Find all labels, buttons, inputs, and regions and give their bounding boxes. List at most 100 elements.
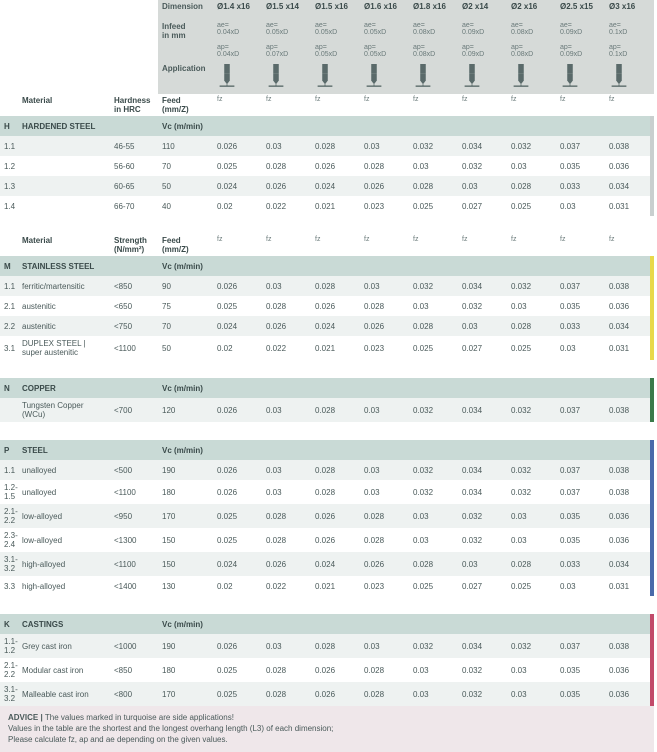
row-val-M-1-0: 0.025 <box>213 296 262 316</box>
row-vc-M-2: 70 <box>158 316 213 336</box>
row-val-M-3-4: 0.025 <box>409 336 458 360</box>
hdr-dim-2: Ø1.5 x16 <box>311 0 360 20</box>
row-val-M-2-5: 0.03 <box>458 316 507 336</box>
hdr-dim-3: Ø1.6 x16 <box>360 0 409 20</box>
row-num-H-3: 1.4 <box>0 196 18 216</box>
colhead-fz-6: fz <box>507 94 556 116</box>
row-strength-K-0: <1000 <box>110 634 158 658</box>
row-val-P-1-4: 0.032 <box>409 480 458 504</box>
row-val-M-2-1: 0.026 <box>262 316 311 336</box>
row-val-K-1-0: 0.025 <box>213 658 262 682</box>
hdr-dim-4: Ø1.8 x16 <box>409 0 458 20</box>
colhead-feed-1: Feed (mm/Z) <box>158 234 213 256</box>
colhead-fz-1-5: fz <box>458 234 507 256</box>
row-val-M-3-5: 0.027 <box>458 336 507 360</box>
row-val-P-3-7: 0.035 <box>556 528 605 552</box>
row-strength-H-3: 66-70 <box>110 196 158 216</box>
row-vc-P-0: 190 <box>158 460 213 480</box>
row-val-H-2-8: 0.034 <box>605 176 654 196</box>
row-val-H-0-7: 0.037 <box>556 136 605 156</box>
row-val-H-0-3: 0.03 <box>360 136 409 156</box>
row-vc-P-3: 150 <box>158 528 213 552</box>
colhead-material-1: Material <box>18 234 110 256</box>
hdr-ae-1: ae=0.05xD <box>262 20 311 42</box>
row-num-P-5: 3.3 <box>0 576 18 596</box>
row-val-K-2-3: 0.028 <box>360 682 409 706</box>
row-vc-N-0: 120 <box>158 398 213 422</box>
row-val-N-0-2: 0.028 <box>311 398 360 422</box>
row-val-P-5-6: 0.025 <box>507 576 556 596</box>
row-mat-K-0: Grey cast iron <box>18 634 110 658</box>
row-val-K-2-0: 0.025 <box>213 682 262 706</box>
row-val-P-5-7: 0.03 <box>556 576 605 596</box>
colhead-fz-5: fz <box>458 94 507 116</box>
hdr-dim-7: Ø2.5 x15 <box>556 0 605 20</box>
row-val-K-1-7: 0.035 <box>556 658 605 682</box>
row-val-P-3-6: 0.03 <box>507 528 556 552</box>
group-vc-H: Vc (m/min) <box>158 116 213 136</box>
row-val-P-2-2: 0.026 <box>311 504 360 528</box>
row-val-P-3-5: 0.032 <box>458 528 507 552</box>
row-strength-H-1: 56-60 <box>110 156 158 176</box>
row-vc-H-3: 40 <box>158 196 213 216</box>
hdr-dimension: Dimension <box>158 0 213 20</box>
colhead-fz-1-6: fz <box>507 234 556 256</box>
row-mat-K-1: Modular cast iron <box>18 658 110 682</box>
row-val-K-1-1: 0.028 <box>262 658 311 682</box>
row-val-H-0-6: 0.032 <box>507 136 556 156</box>
row-val-M-2-8: 0.034 <box>605 316 654 336</box>
row-val-H-1-1: 0.028 <box>262 156 311 176</box>
row-num-H-1: 1.2 <box>0 156 18 176</box>
hdr-appicon-1 <box>262 62 311 94</box>
row-val-M-1-6: 0.03 <box>507 296 556 316</box>
row-val-N-0-8: 0.038 <box>605 398 654 422</box>
hdr-ap-5: ap=0.09xD <box>458 42 507 62</box>
row-num-K-2: 3.1-3.2 <box>0 682 18 706</box>
row-val-H-0-1: 0.03 <box>262 136 311 156</box>
hdr-appicon-8 <box>605 62 654 94</box>
row-val-P-0-6: 0.032 <box>507 460 556 480</box>
hdr-ae-5: ae=0.09xD <box>458 20 507 42</box>
row-val-P-3-1: 0.028 <box>262 528 311 552</box>
cutting-data-table: DimensionØ1.4 x16Ø1.5 x14Ø1.5 x16Ø1.6 x1… <box>0 0 657 752</box>
row-val-H-3-7: 0.03 <box>556 196 605 216</box>
row-vc-H-2: 50 <box>158 176 213 196</box>
row-val-N-0-0: 0.026 <box>213 398 262 422</box>
row-strength-M-2: <750 <box>110 316 158 336</box>
row-val-P-2-1: 0.028 <box>262 504 311 528</box>
hdr-ae-4: ae=0.08xD <box>409 20 458 42</box>
row-num-P-1: 1.2-1.5 <box>0 480 18 504</box>
row-strength-M-3: <1100 <box>110 336 158 360</box>
row-val-K-0-7: 0.037 <box>556 634 605 658</box>
row-val-P-3-8: 0.036 <box>605 528 654 552</box>
row-val-M-1-2: 0.026 <box>311 296 360 316</box>
row-num-M-1: 2.1 <box>0 296 18 316</box>
row-val-M-2-4: 0.028 <box>409 316 458 336</box>
row-val-P-3-4: 0.03 <box>409 528 458 552</box>
row-val-P-2-8: 0.036 <box>605 504 654 528</box>
row-num-M-0: 1.1 <box>0 276 18 296</box>
row-val-H-2-4: 0.028 <box>409 176 458 196</box>
row-val-H-2-6: 0.028 <box>507 176 556 196</box>
row-val-P-0-7: 0.037 <box>556 460 605 480</box>
colhead-fz-1-2: fz <box>311 234 360 256</box>
colhead-fz-1-1: fz <box>262 234 311 256</box>
group-title-N: COPPER <box>18 378 110 398</box>
row-val-K-0-2: 0.028 <box>311 634 360 658</box>
row-val-H-0-0: 0.026 <box>213 136 262 156</box>
row-val-N-0-6: 0.032 <box>507 398 556 422</box>
colhead-fz-3: fz <box>360 94 409 116</box>
row-val-H-2-1: 0.026 <box>262 176 311 196</box>
row-mat-M-0: ferritic/martensitic <box>18 276 110 296</box>
advice-box: ADVICE | The values marked in turquoise … <box>0 706 654 752</box>
row-mat-P-0: unalloyed <box>18 460 110 480</box>
hdr-ae-0: ae=0.04xD <box>213 20 262 42</box>
row-val-H-3-6: 0.025 <box>507 196 556 216</box>
hdr-infeed2 <box>158 42 213 62</box>
row-strength-M-1: <650 <box>110 296 158 316</box>
row-vc-M-0: 90 <box>158 276 213 296</box>
row-val-H-0-8: 0.038 <box>605 136 654 156</box>
row-val-P-2-0: 0.025 <box>213 504 262 528</box>
hdr-ae-2: ae=0.05xD <box>311 20 360 42</box>
hdr-ap-1: ap=0.07xD <box>262 42 311 62</box>
